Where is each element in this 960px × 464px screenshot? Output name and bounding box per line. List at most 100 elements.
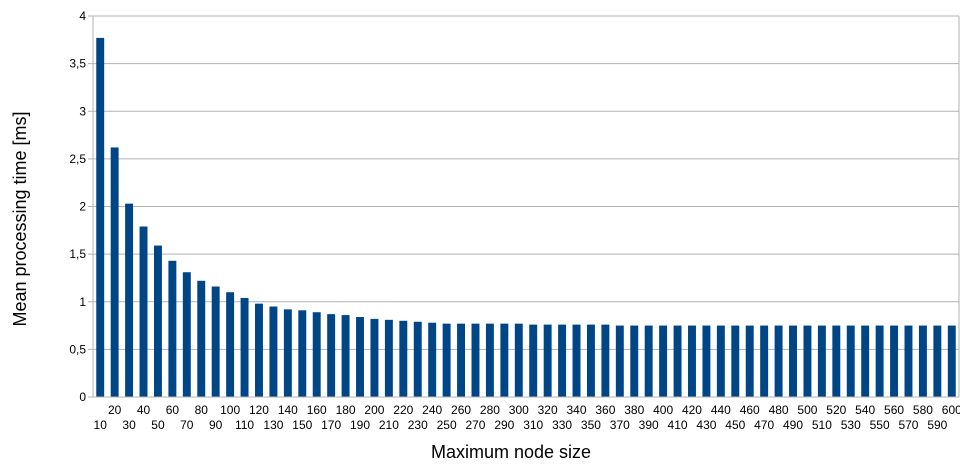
y-tick-label: 4 (79, 9, 86, 23)
x-tick-label: 310 (523, 418, 543, 432)
bar (240, 297, 249, 397)
x-tick-label: 260 (451, 403, 471, 417)
bar (457, 323, 466, 397)
x-tick-label: 550 (870, 418, 890, 432)
x-tick-label: 350 (581, 418, 601, 432)
x-tick-label: 340 (567, 403, 587, 417)
x-tick-label: 270 (465, 418, 485, 432)
bar (399, 320, 408, 397)
bar (789, 325, 797, 397)
x-tick-label: 460 (740, 403, 760, 417)
bar (529, 324, 538, 397)
bar (630, 325, 639, 397)
bar (197, 280, 206, 397)
bar (745, 325, 754, 397)
bar (918, 325, 927, 397)
x-tick-label: 580 (913, 403, 933, 417)
bar (327, 314, 336, 397)
bar (442, 323, 451, 397)
x-tick-label: 100 (220, 403, 240, 417)
bar (615, 325, 624, 397)
x-tick-label: 450 (725, 418, 745, 432)
bar (96, 37, 105, 397)
bar (659, 325, 668, 397)
x-tick-label: 290 (494, 418, 514, 432)
bar (514, 323, 523, 397)
x-tick-label: 590 (927, 418, 947, 432)
y-tick-label: 1 (79, 295, 86, 309)
x-tick-label: 480 (769, 403, 789, 417)
x-tick-label: 130 (263, 418, 283, 432)
bar (110, 147, 119, 397)
bar (817, 325, 826, 397)
x-tick-label: 140 (278, 403, 298, 417)
bar (384, 319, 393, 397)
x-tick-label: 400 (653, 403, 673, 417)
x-tick-label: 490 (783, 418, 803, 432)
bar (933, 325, 942, 397)
x-tick-label: 70 (180, 418, 194, 432)
bar (153, 245, 162, 397)
x-tick-label: 200 (364, 403, 384, 417)
bar (139, 226, 148, 397)
x-tick-label: 220 (393, 403, 413, 417)
y-tick-label: 3,5 (69, 57, 86, 71)
bar (500, 323, 509, 397)
x-tick-label: 370 (610, 418, 630, 432)
bar (846, 325, 855, 397)
gridlines (93, 15, 959, 350)
bar (803, 325, 812, 397)
x-tick-label: 150 (292, 418, 312, 432)
x-tick-label: 120 (249, 403, 269, 417)
x-tick-label: 180 (336, 403, 356, 417)
y-tick-label: 2,5 (69, 152, 86, 166)
x-tick-label: 80 (195, 403, 209, 417)
y-axis-title: Mean processing time [ms] (10, 111, 30, 326)
x-tick-label: 380 (624, 403, 644, 417)
bar (226, 292, 235, 397)
x-tick-label: 190 (350, 418, 370, 432)
x-tick-label: 430 (696, 418, 716, 432)
x-tick-label: 500 (797, 403, 817, 417)
x-tick-label: 10 (94, 418, 108, 432)
bar (558, 324, 567, 397)
x-tick-label: 240 (422, 403, 442, 417)
x-tick-label: 410 (668, 418, 688, 432)
bar (283, 309, 292, 397)
bar (341, 315, 350, 397)
y-tick-label: 0,5 (69, 342, 86, 356)
bar (269, 306, 278, 397)
y-tick-label: 1,5 (69, 247, 86, 261)
bar (673, 325, 682, 397)
bar (428, 322, 437, 397)
bar (182, 272, 191, 397)
bar (168, 260, 177, 397)
x-tick-label: 540 (855, 403, 875, 417)
bar (644, 325, 653, 397)
y-tick-label: 3 (79, 104, 86, 118)
x-tick-label: 30 (122, 418, 136, 432)
bar (312, 312, 321, 397)
bar (875, 325, 884, 397)
bar (298, 310, 307, 397)
bar (370, 318, 379, 397)
x-tick-label: 90 (209, 418, 223, 432)
bar (904, 325, 913, 397)
x-tick-label: 330 (552, 418, 572, 432)
bar (356, 316, 364, 397)
bar (832, 325, 841, 397)
x-tick-label: 530 (841, 418, 861, 432)
bar (861, 325, 870, 397)
x-axis-title: Maximum node size (431, 442, 591, 462)
bar (471, 323, 480, 397)
y-tick-label: 2 (79, 200, 86, 214)
x-tick-label: 20 (108, 403, 122, 417)
y-tick-labels: 0 0,5 1 1,5 2 2,5 3 3,5 4 (69, 9, 93, 404)
x-tick-label: 510 (812, 418, 832, 432)
x-tick-label: 440 (711, 403, 731, 417)
x-tick-label: 360 (595, 403, 615, 417)
bar (731, 325, 740, 397)
bar (586, 324, 595, 397)
x-tick-label: 300 (509, 403, 529, 417)
